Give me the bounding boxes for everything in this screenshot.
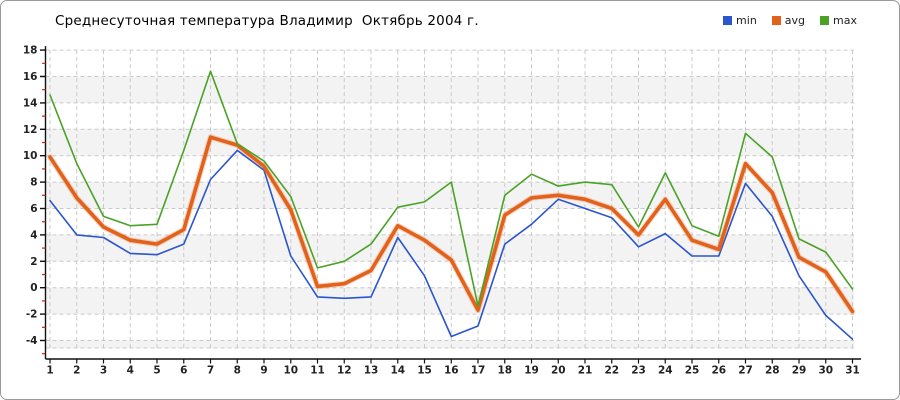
x-tick-label: 2 xyxy=(73,365,80,377)
y-tick-label: 2 xyxy=(30,256,37,268)
y-tick-label: 14 xyxy=(23,97,38,109)
x-tick-label: 3 xyxy=(100,365,107,377)
series-avg xyxy=(47,134,856,315)
legend-label: max xyxy=(833,14,857,27)
legend-swatch-avg xyxy=(771,16,781,25)
x-tick-label: 13 xyxy=(364,365,379,377)
legend-label: min xyxy=(736,14,757,27)
legend-swatch-max xyxy=(820,16,830,25)
x-tick-label: 24 xyxy=(658,365,673,377)
x-tick-label: 10 xyxy=(283,365,298,377)
y-tick-label: 4 xyxy=(30,229,37,241)
x-tick-label: 20 xyxy=(551,365,566,377)
x-tick-label: 8 xyxy=(234,365,241,377)
legend-label: avg xyxy=(784,14,806,27)
y-tick-label: 0 xyxy=(30,282,37,294)
x-tick-label: 19 xyxy=(524,365,539,377)
x-tick-label: 17 xyxy=(471,365,486,377)
y-tick-label: 18 xyxy=(23,45,38,57)
x-tick-label: 5 xyxy=(153,365,160,377)
y-tick-label: 12 xyxy=(23,124,38,136)
chart-title: Среднесуточная температура Владимир Октя… xyxy=(55,13,479,29)
x-tick-label: 6 xyxy=(180,365,187,377)
x-tick-label: 30 xyxy=(818,365,833,377)
y-tick-label: -2 xyxy=(26,309,38,321)
series-max xyxy=(49,70,854,308)
x-tick-label: 27 xyxy=(738,365,753,377)
x-tick-label: 9 xyxy=(260,365,267,377)
x-tick-label: 22 xyxy=(604,365,619,377)
x-tick-label: 7 xyxy=(207,365,214,377)
x-tick-label: 18 xyxy=(497,365,512,377)
legend: min avg max xyxy=(723,14,857,27)
y-tick-label: 8 xyxy=(30,177,37,189)
legend-item-min: min xyxy=(723,14,757,27)
legend-item-avg: avg xyxy=(771,14,806,27)
x-tick-label: 28 xyxy=(765,365,780,377)
x-tick-label: 25 xyxy=(685,365,700,377)
y-axis-ticks: 18 16 14 12 10 8 6 4 2 0 -2 -4 xyxy=(23,45,46,355)
x-axis-ticks: 1 2 3 4 5 6 7 8 9 10 11 12 13 14 15 16 17 18 19 20 21 22 23 24 2… xyxy=(46,359,860,377)
y-tick-label: 10 xyxy=(23,150,38,162)
x-tick-label: 31 xyxy=(845,365,860,377)
x-tick-label: 14 xyxy=(390,365,405,377)
x-tick-label: 21 xyxy=(578,365,593,377)
x-tick-label: 16 xyxy=(444,365,459,377)
x-tick-label: 11 xyxy=(310,365,325,377)
x-tick-label: 26 xyxy=(711,365,726,377)
y-tick-label: 16 xyxy=(23,71,38,83)
axes xyxy=(44,46,861,360)
y-tick-label: 6 xyxy=(30,203,37,215)
x-tick-label: 1 xyxy=(46,365,53,377)
x-tick-label: 15 xyxy=(417,365,432,377)
legend-item-max: max xyxy=(820,14,857,27)
x-tick-label: 12 xyxy=(337,365,352,377)
y-tick-label: -4 xyxy=(26,335,38,347)
x-tick-label: 23 xyxy=(631,365,646,377)
x-tick-label: 29 xyxy=(792,365,807,377)
x-tick-label: 4 xyxy=(127,365,134,377)
legend-swatch-min xyxy=(723,16,733,25)
series-min xyxy=(49,149,854,341)
